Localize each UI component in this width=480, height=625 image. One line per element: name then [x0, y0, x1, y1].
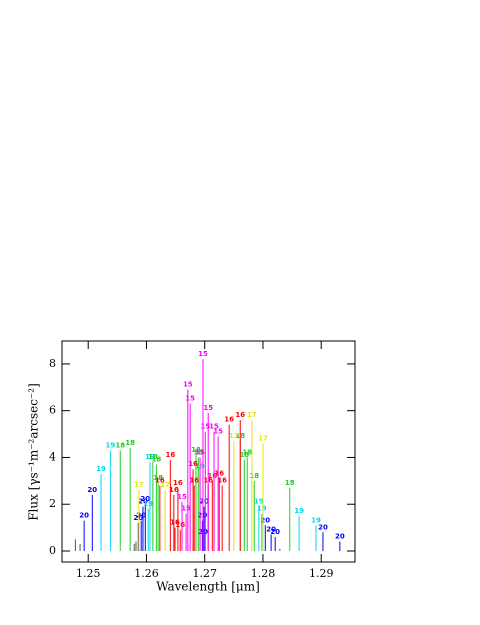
line-label: 17 [258, 434, 268, 442]
line-label: 20 [335, 533, 345, 541]
line-label: 16 [155, 477, 165, 485]
line-label: 16 [175, 521, 185, 529]
line-label: 17 [160, 481, 170, 489]
line-label: 19 [311, 516, 321, 524]
line-label: 15 [177, 493, 187, 501]
line-label: 20 [266, 526, 276, 534]
line-label: 16 [165, 451, 175, 459]
line-label: 20 [136, 512, 146, 520]
y-tick-label: 6 [49, 404, 56, 417]
line-label: 20 [133, 514, 143, 522]
y-tick-label: 8 [49, 357, 56, 370]
line-label: 15 [209, 423, 219, 431]
line-label: 15 [185, 395, 195, 403]
line-label: 16 [217, 477, 227, 485]
line-label: 20 [87, 486, 97, 494]
line-label: 19 [294, 507, 304, 515]
x-axis-label: Wavelength [μm] [156, 580, 260, 594]
line-label: 18 [153, 474, 163, 482]
line-label: 16 [173, 479, 183, 487]
y-tick-label: 0 [49, 544, 56, 557]
line-label: 16 [235, 411, 245, 419]
x-tick-label: 1.26 [134, 567, 159, 580]
y-axis-label: Flux [γs⁻¹m⁻²arcsec⁻²] [27, 383, 41, 521]
x-tick-label: 1.29 [309, 567, 334, 580]
line-label: 20 [318, 523, 328, 531]
line-label: 19 [96, 465, 106, 473]
line-label: 20 [270, 528, 280, 536]
line-label: 15 [200, 423, 210, 431]
line-label: 15 [181, 505, 191, 513]
line-label: 20 [199, 498, 209, 506]
line-label: 20 [79, 512, 89, 520]
line-label: 19 [257, 505, 267, 513]
line-label: 16 [188, 460, 198, 468]
line-label: 16 [170, 519, 180, 527]
line-label: 18 [239, 451, 249, 459]
line-label: 16 [214, 470, 224, 478]
line-label: 17 [247, 411, 257, 419]
line-label: 17 [134, 481, 144, 489]
line-label: 19 [145, 453, 155, 461]
line-label: 20 [198, 512, 208, 520]
line-label: 17 [229, 432, 239, 440]
line-label: 18 [285, 479, 295, 487]
line-label: 19 [254, 498, 264, 506]
y-tick-label: 2 [49, 497, 56, 510]
line-label: 19 [105, 441, 115, 449]
line-label: 18 [115, 441, 125, 449]
plot-frame [61, 340, 356, 563]
y-tick-label: 4 [49, 450, 56, 463]
line-label: 15 [195, 448, 205, 456]
line-label: 16 [189, 477, 199, 485]
line-label: 18 [148, 453, 158, 461]
line-label: 20 [138, 498, 148, 506]
line-label: 16 [207, 472, 217, 480]
line-label: 18 [249, 472, 259, 480]
line-label: 18 [125, 439, 135, 447]
line-label: 20 [140, 495, 150, 503]
line-label: 20 [260, 516, 270, 524]
x-tick-label: 1.25 [76, 567, 101, 580]
line-label: 18 [151, 455, 161, 463]
line-label: 15 [183, 381, 193, 389]
line-label: 15 [198, 350, 208, 358]
line-label: 16 [169, 486, 179, 494]
line-label: 19 [143, 500, 153, 508]
line-label: 18 [193, 448, 203, 456]
line-label: 18 [191, 446, 201, 454]
line-label: 18 [242, 448, 252, 456]
x-tick-label: 1.27 [192, 567, 217, 580]
line-label: 16 [224, 416, 234, 424]
line-label: 15 [203, 404, 213, 412]
line-label: 15 [213, 427, 223, 435]
x-tick-label: 1.28 [251, 567, 276, 580]
